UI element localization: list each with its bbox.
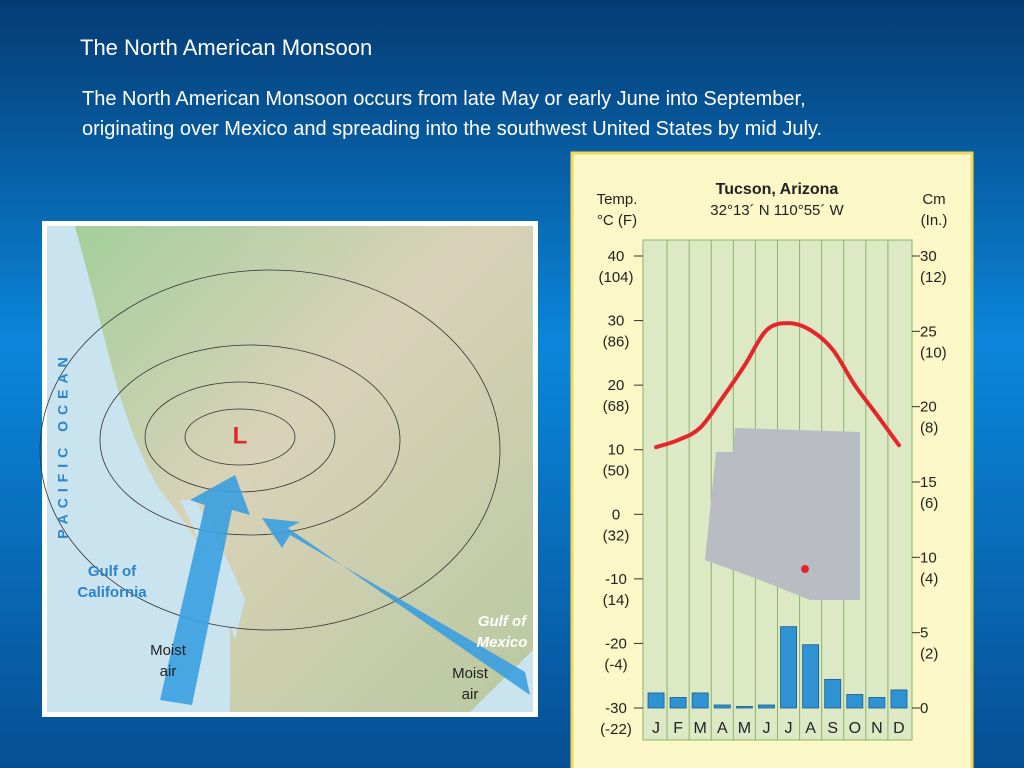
precip-bar — [802, 644, 820, 709]
precip-bar — [713, 704, 731, 709]
precip-bar — [824, 678, 842, 709]
y2-axis-label: Cm (In.) — [921, 191, 948, 229]
ocean-label: PACIFIC OCEAN — [55, 351, 71, 538]
y-tick-label: 30 (86) — [603, 313, 630, 351]
y2-tick-label: 5 (2) — [920, 625, 938, 663]
x-tick-label: M — [694, 720, 707, 737]
arrow-east — [262, 518, 530, 695]
moist-air-label: Moist air — [452, 665, 489, 703]
slide-title: The North American Monsoon — [80, 35, 372, 60]
x-tick-label: O — [849, 720, 861, 737]
precip-bar — [780, 626, 797, 709]
y-tick-label: -20 (-4) — [604, 635, 627, 673]
x-tick-label: A — [805, 720, 816, 737]
body-text: The North American Monsoon occurs from l… — [82, 88, 823, 140]
x-tick-label: S — [827, 720, 838, 737]
precip-bar — [890, 689, 908, 709]
x-tick-label: N — [871, 720, 883, 737]
x-tick-label: J — [785, 720, 793, 737]
y-tick-label: 20 (68) — [603, 377, 630, 415]
chart-title: Tucson, Arizona — [716, 181, 839, 198]
low-label: L — [233, 422, 248, 449]
tucson-dot — [801, 565, 809, 573]
x-tick-label: J — [652, 720, 660, 737]
gulf-california-label: Gulf of California — [77, 563, 147, 601]
moist-air-label: Moist air — [150, 642, 187, 680]
x-tick-label: D — [893, 720, 905, 737]
map-gulf-mexico — [470, 650, 533, 712]
y2-tick-label: 20 (8) — [920, 399, 938, 437]
precip-bar — [735, 706, 753, 709]
x-tick-label: A — [717, 720, 728, 737]
y2-tick-label: 15 (6) — [920, 474, 938, 512]
arrow-west — [160, 475, 250, 705]
x-tick-label: J — [762, 720, 770, 737]
y-tick-label: -30 (-22) — [600, 700, 632, 738]
precip-bar — [669, 697, 687, 709]
map-contours — [39, 269, 501, 631]
chart-subtitle: 32°13´ N 110°55´ W — [710, 202, 844, 219]
y2-tick-label: 25 (10) — [920, 323, 947, 361]
y2-tick-label: 30 (12) — [920, 248, 947, 286]
y-tick-label: -10 (14) — [603, 571, 630, 609]
precip-bar — [846, 694, 864, 709]
y-tick-label: 10 (50) — [603, 442, 630, 480]
gulf-mexico-label: Gulf of Mexico — [477, 613, 529, 651]
map-ocean — [47, 226, 230, 712]
y-axis-label: Temp. °C (F) — [597, 191, 638, 229]
precip-bar — [868, 697, 886, 709]
y2-tick-label: 0 — [920, 700, 928, 717]
precip-bar — [647, 692, 665, 709]
arizona-outline — [705, 428, 860, 600]
y2-tick-label: 10 (4) — [920, 549, 938, 587]
x-tick-label: M — [738, 720, 751, 737]
y-tick-label: 40 (104) — [598, 248, 633, 286]
map — [39, 221, 538, 717]
precip-bar — [758, 704, 775, 709]
x-tick-label: F — [673, 720, 683, 737]
temperature-line — [654, 321, 901, 450]
y-tick-label: 0 (32) — [603, 506, 630, 544]
precip-bar — [691, 692, 709, 709]
climograph — [570, 151, 974, 768]
